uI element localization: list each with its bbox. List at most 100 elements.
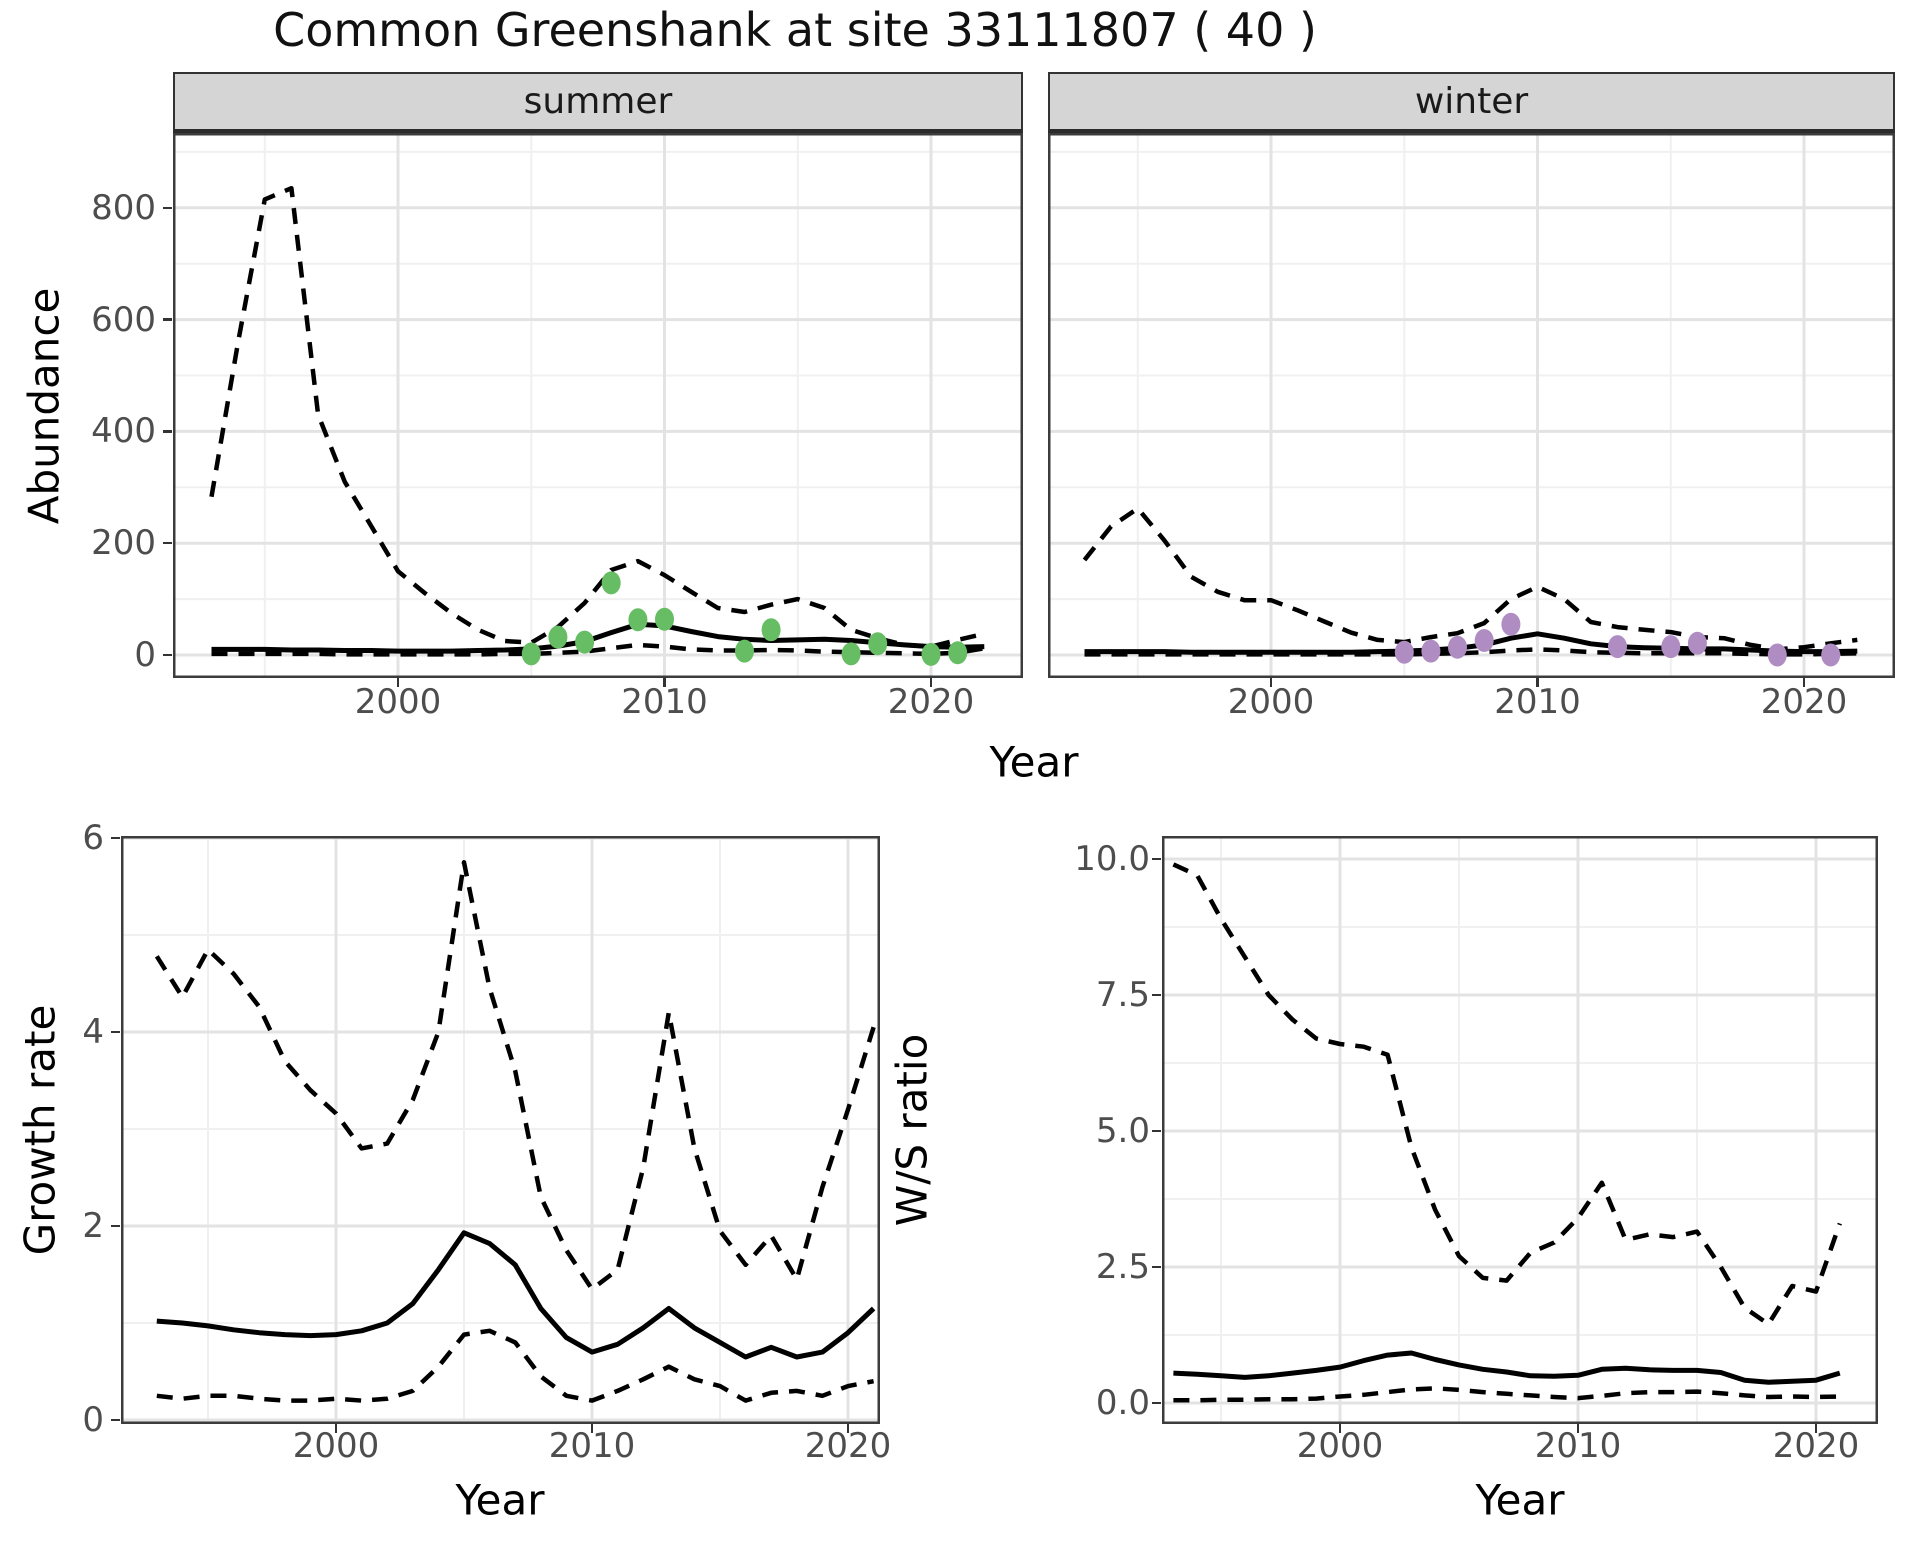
abundance-winter-data-point <box>1687 631 1707 655</box>
y-axis-tick-label: 400 <box>91 411 156 452</box>
x-axis-title-year-top: Year <box>989 737 1079 787</box>
axis-tick-mark <box>111 1030 120 1034</box>
axis-tick-mark <box>1152 857 1161 861</box>
axis-tick-mark <box>846 1424 850 1433</box>
abundance-summer-data-point <box>921 642 941 666</box>
panel-abundance-summer <box>173 133 1023 678</box>
abundance-summer-data-point <box>521 642 541 666</box>
chart-title: Common Greenshank at site 33111807 ( 40 … <box>273 3 1317 57</box>
abundance-summer-data-point <box>655 607 674 631</box>
x-axis-tick-label: 2020 <box>1772 1426 1860 1466</box>
growth-rate-lower_ci-line <box>156 1328 875 1403</box>
axis-tick-mark <box>590 1424 594 1433</box>
panel-ws-ratio <box>1162 836 1878 1424</box>
axis-tick-mark <box>1536 678 1539 687</box>
abundance-summer-data-point <box>841 642 861 666</box>
y-axis-tick-label: 0.0 <box>1095 1383 1150 1423</box>
abundance-summer-data-point <box>948 641 968 665</box>
abundance-summer-lower_ci-line <box>211 642 985 657</box>
axis-tick-mark <box>1338 1424 1342 1433</box>
abundance-winter-data-point <box>1767 643 1787 667</box>
y-axis-tick-label: 7.5 <box>1095 975 1150 1015</box>
panel-border <box>1048 133 1895 678</box>
panel-border <box>121 836 880 1424</box>
axis-tick-mark <box>111 1224 120 1228</box>
abundance-summer-data-point <box>761 618 781 642</box>
x-axis-tick-label: 2000 <box>1227 682 1315 722</box>
abundance-winter-data-point <box>1608 635 1627 659</box>
facet-strip-summer: summer <box>173 72 1023 133</box>
axis-tick-mark <box>1814 1424 1818 1433</box>
x-axis-tick-label: 2010 <box>548 1426 636 1466</box>
abundance-winter-lower_ci-line <box>1084 647 1858 657</box>
axis-tick-mark <box>163 318 172 321</box>
y-axis-tick-label: 0 <box>82 1400 104 1440</box>
abundance-winter-data-point <box>1501 612 1521 636</box>
y-axis-tick-label: 0 <box>134 635 156 675</box>
facet-strip-summer-label: summer <box>523 81 673 122</box>
axis-tick-mark <box>929 678 933 687</box>
ws-ratio-upper_ci-line <box>1172 862 1842 1327</box>
panel-abundance-winter <box>1048 133 1895 678</box>
axis-tick-mark <box>111 836 120 840</box>
ws-ratio-lower_ci-line <box>1173 1386 1840 1403</box>
y-axis-title-ws-ratio: W/S ratio <box>887 1033 937 1227</box>
ws-ratio-estimate-line <box>1173 1350 1841 1385</box>
y-axis-tick-label: 800 <box>91 187 156 228</box>
x-axis-tick-label: 2010 <box>1494 682 1581 722</box>
abundance-summer-upper_ci-line <box>209 185 985 649</box>
x-axis-title-year-bottom-right: Year <box>1475 1475 1565 1525</box>
axis-tick-mark <box>663 678 666 687</box>
abundance-winter-data-point <box>1661 635 1681 659</box>
abundance-winter-data-point <box>1421 639 1441 663</box>
facet-strip-winter: winter <box>1048 72 1895 133</box>
axis-tick-mark <box>163 541 172 545</box>
y-axis-tick-label: 200 <box>91 523 156 564</box>
x-axis-tick-label: 2000 <box>354 682 442 722</box>
x-axis-title-year-bottom-left: Year <box>455 1475 545 1525</box>
axis-tick-mark <box>1269 678 1273 687</box>
x-axis-tick-label: 2020 <box>804 1426 892 1466</box>
panel-border <box>1162 836 1878 1424</box>
x-axis-tick-label: 2000 <box>1296 1426 1384 1466</box>
x-axis-tick-label: 2020 <box>887 682 975 722</box>
y-axis-tick-label: 600 <box>91 299 156 340</box>
axis-tick-mark <box>1152 1265 1161 1269</box>
axis-tick-mark <box>1152 993 1161 997</box>
y-axis-tick-label: 10.0 <box>1074 839 1150 879</box>
abundance-summer-data-point <box>868 632 888 656</box>
facet-strip-winter-label: winter <box>1414 81 1529 122</box>
abundance-summer-data-point <box>548 625 568 649</box>
abundance-winter-data-point <box>1821 643 1841 667</box>
abundance-summer-estimate-line <box>211 621 985 654</box>
abundance-winter-data-point <box>1474 629 1494 652</box>
y-axis-title-abundance: Abundance <box>19 287 69 525</box>
axis-tick-mark <box>1152 1129 1161 1133</box>
growth-rate-upper_ci-line <box>154 860 876 1292</box>
panel-border <box>173 133 1023 678</box>
abundance-summer-data-point <box>628 608 648 632</box>
axis-tick-mark <box>111 1418 120 1422</box>
axis-tick-mark <box>1802 678 1806 687</box>
y-axis-tick-label: 2.5 <box>1095 1247 1150 1287</box>
axis-tick-mark <box>1152 1401 1161 1405</box>
y-axis-title-growth-rate: Growth rate <box>15 1004 65 1256</box>
y-axis-tick-label: 2 <box>82 1206 104 1246</box>
abundance-winter-upper_ci-line <box>1082 506 1858 652</box>
panel-growth-rate <box>121 836 880 1424</box>
axis-tick-mark <box>163 206 172 210</box>
x-axis-tick-label: 2010 <box>1534 1426 1622 1466</box>
abundance-winter-data-point <box>1394 640 1414 664</box>
y-axis-tick-label: 5.0 <box>1095 1111 1150 1151</box>
x-axis-tick-label: 2010 <box>621 682 708 722</box>
y-axis-tick-label: 4 <box>82 1012 104 1052</box>
axis-tick-mark <box>1576 1424 1580 1433</box>
abundance-winter-estimate-line <box>1084 631 1858 655</box>
growth-rate-estimate-line <box>156 1230 876 1360</box>
abundance-summer-data-point <box>735 639 754 663</box>
x-axis-tick-label: 2020 <box>1760 682 1848 722</box>
abundance-winter-data-point <box>1448 635 1467 659</box>
axis-tick-mark <box>163 430 172 433</box>
abundance-summer-data-point <box>601 571 621 595</box>
